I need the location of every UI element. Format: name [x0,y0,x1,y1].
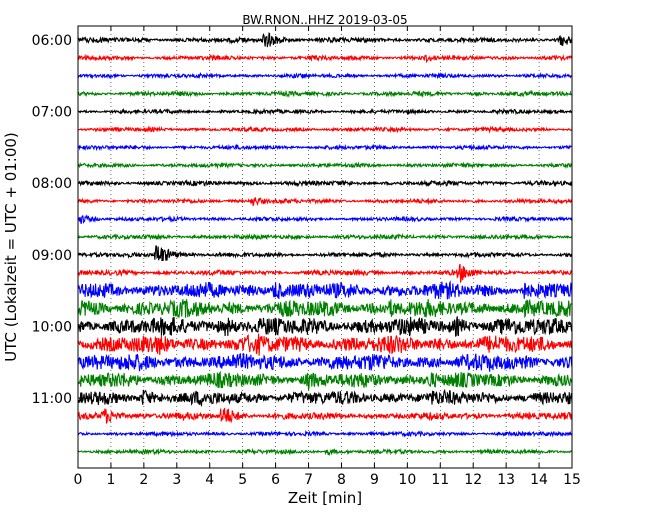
seismic-trace [77,316,573,337]
seismic-trace [77,125,573,134]
seismic-trace [77,245,573,262]
seismic-trace [77,333,573,356]
y-axis-ticks: 06:00 07:00 08:00 09:00 10:00 11:00 [32,33,572,407]
x-tick-label: 4 [205,472,214,488]
x-tick-label: 0 [74,472,83,488]
plot-frame [77,25,573,469]
seismic-trace [77,232,573,241]
seismic-trace [77,143,573,152]
x-tick-label: 6 [271,472,280,488]
seismic-trace [77,71,573,80]
seismic-trace [77,388,573,408]
y-axis-label: UTC (Lokalzeit = UTC + 01:00) [2,132,20,362]
seismic-trace [77,89,573,99]
seismic-trace [77,407,573,424]
seismic-traces [77,32,573,456]
seismic-trace [77,352,573,372]
x-tick-label: 14 [530,472,548,488]
x-axis-ticks: 0 1 2 3 4 5 6 7 8 9 10 11 12 13 14 15 [74,26,581,488]
x-tick-label: 8 [337,472,346,488]
seismic-trace [77,214,573,224]
x-tick-label: 2 [139,472,148,488]
x-tick-label: 13 [497,472,515,488]
x-tick-label: 12 [464,472,482,488]
x-tick-label: 9 [370,472,379,488]
seismic-trace [77,429,573,438]
y-tick-label: 06:00 [32,33,72,49]
seismic-trace [77,32,573,48]
seismic-trace [77,298,573,319]
seismic-trace [77,263,573,284]
seismic-trace [77,178,573,188]
x-tick-label: 3 [172,472,181,488]
y-tick-label: 08:00 [32,176,72,192]
seismic-trace [77,107,573,116]
seismic-trace [77,370,573,391]
seismic-trace [77,447,573,456]
seismic-trace [77,53,573,64]
x-tick-label: 15 [563,472,581,488]
x-tick-label: 1 [106,472,115,488]
y-tick-label: 07:00 [32,105,72,121]
seismic-trace [77,161,573,170]
seismic-trace [77,280,573,300]
x-tick-label: 5 [238,472,247,488]
chart-title: BW.RNON..HHZ 2019-03-05 [242,13,407,27]
x-tick-label: 11 [431,472,449,488]
y-tick-label: 09:00 [32,248,72,264]
y-tick-label: 11:00 [32,391,72,407]
seismic-trace [77,197,573,207]
x-tick-label: 7 [304,472,313,488]
x-axis-label: Zeit [min] [288,489,362,507]
x-tick-label: 10 [398,472,416,488]
y-tick-label: 10:00 [32,319,72,335]
